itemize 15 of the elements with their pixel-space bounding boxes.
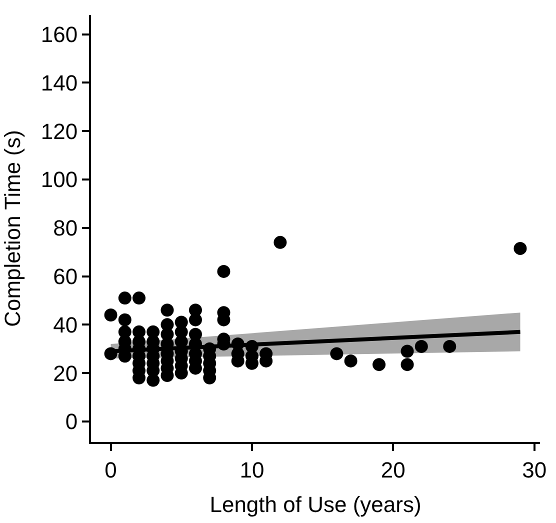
y-tick-label: 120 — [40, 118, 78, 144]
y-tick-label: 140 — [40, 70, 78, 96]
y-tick-label: 80 — [53, 216, 78, 241]
y-tick-label: 40 — [53, 312, 78, 338]
x-axis-title: Length of Use (years) — [210, 492, 422, 517]
y-tick-label: 0 — [65, 409, 78, 434]
x-tick-label: 10 — [240, 457, 264, 482]
y-tick-label: 100 — [40, 167, 78, 192]
x-tick-label: 20 — [380, 457, 406, 482]
x-tick-label: 30 — [522, 457, 547, 482]
y-tick-label: 20 — [53, 360, 78, 386]
y-tick-label: 60 — [53, 264, 78, 289]
y-tick-label: 160 — [40, 22, 78, 48]
y-axis-title: Completion Time (s) — [0, 130, 25, 327]
x-tick-label: 0 — [104, 457, 117, 482]
